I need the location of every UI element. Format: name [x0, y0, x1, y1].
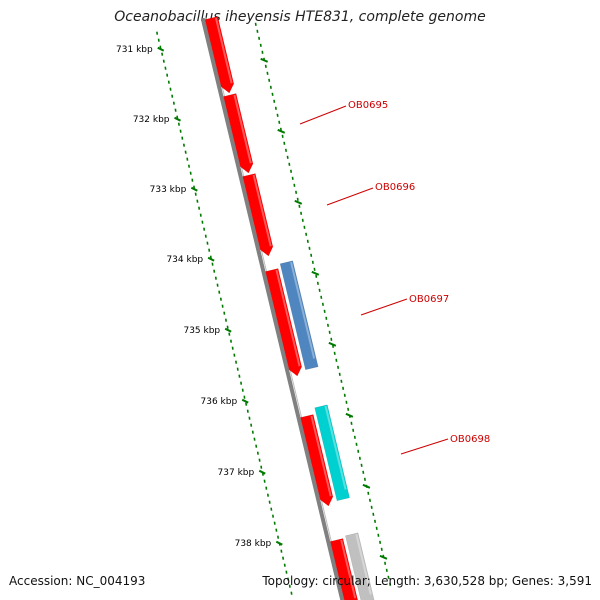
scale-tick-label: 738 kbp	[235, 539, 272, 549]
gene-arrow-forward-shine	[233, 94, 252, 164]
gene-arrow-forward[interactable]	[300, 414, 334, 507]
gene-track	[204, 16, 375, 600]
gene-arrow-reverse-shine	[324, 406, 347, 490]
scale-tick-label: 735 kbp	[183, 326, 220, 336]
scale-ticks: 731 kbp 732 kbp 733 kbp 734 kbp 735 kbp 736 k…	[116, 22, 392, 595]
gene-arrow-forward[interactable]	[265, 268, 302, 377]
gene-arrow-forward[interactable]	[223, 93, 254, 174]
gene-arrow-forward-shine	[252, 174, 272, 247]
major-tick-right	[362, 483, 371, 489]
major-tick-left	[258, 469, 266, 475]
gene-label[interactable]: OB0697	[409, 294, 449, 305]
major-tick-left	[241, 398, 249, 404]
gene-label-leader	[326, 187, 374, 206]
gene-arrow-reverse-shine	[290, 262, 316, 359]
gene-arrow-forward[interactable]	[204, 16, 235, 94]
gene-label[interactable]: OB0696	[375, 182, 415, 193]
gene-labels: OB0695 OB0696 OB0697 OB0698	[299, 100, 490, 455]
gene-label-leader	[400, 438, 449, 455]
gene-arrow-reverse[interactable]	[345, 532, 375, 600]
major-tick-left	[174, 116, 181, 122]
gene-arrow-forward[interactable]	[329, 538, 359, 600]
scale-tick-label: 732 kbp	[133, 115, 170, 125]
major-tick-left	[207, 256, 215, 262]
major-tick-right	[345, 412, 354, 418]
scale-tick-label: 734 kbp	[166, 255, 203, 265]
gene-arrow-forward-shine	[275, 269, 301, 367]
major-tick-left	[190, 186, 198, 192]
gene-arrow-forward[interactable]	[242, 173, 274, 257]
major-tick-right	[260, 57, 269, 63]
major-tick-right	[311, 270, 320, 276]
gene-label[interactable]: OB0695	[348, 100, 388, 111]
gene-arrow-forward-shine	[310, 415, 332, 497]
gene-arrow-reverse[interactable]	[314, 404, 350, 502]
gene-arrow-forward-shine	[340, 539, 357, 599]
major-tick-left	[157, 46, 165, 52]
gene-label[interactable]: OB0698	[450, 434, 490, 445]
scale-tick-label: 733 kbp	[150, 185, 187, 195]
major-tick-right	[277, 128, 286, 134]
gene-label-leader	[299, 105, 347, 125]
major-tick-left	[224, 327, 232, 333]
genome-stats: Topology: circular; Length: 3,630,528 bp…	[262, 574, 592, 588]
major-tick-right	[379, 554, 388, 560]
scale-tick-label: 736 kbp	[201, 397, 238, 407]
accession-text: Accession: NC_004193	[9, 574, 146, 588]
backbone-line	[200, 17, 345, 600]
major-tick-right	[294, 199, 303, 205]
scale-tick-label: 731 kbp	[116, 45, 153, 55]
gene-label-leader	[360, 298, 408, 316]
gene-arrow-reverse[interactable]	[279, 260, 319, 371]
major-tick-right	[328, 341, 337, 347]
gene-arrow-forward-shine	[215, 17, 233, 84]
gene-arrow-reverse-shine	[355, 534, 372, 595]
scale-tick-label: 737 kbp	[218, 468, 255, 478]
